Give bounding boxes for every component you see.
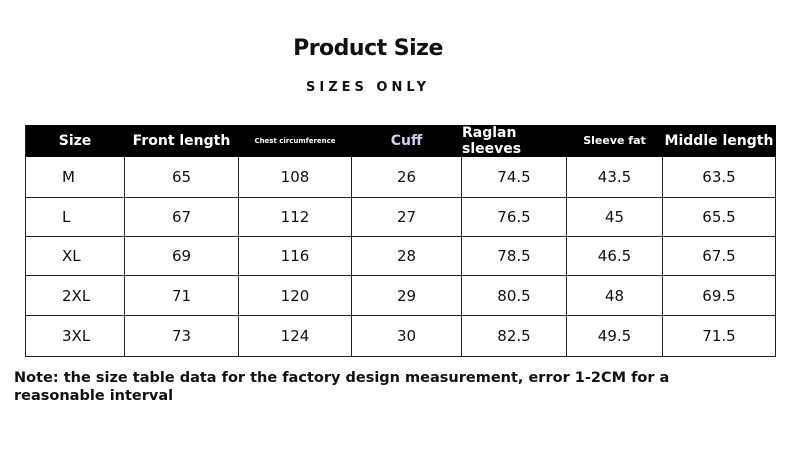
table-cell: 124 bbox=[239, 316, 352, 357]
table-cell: 71 bbox=[125, 276, 239, 316]
size-label: 2XL bbox=[25, 276, 125, 316]
subtitle: SIZES ONLY bbox=[306, 80, 430, 95]
table-cell: 116 bbox=[239, 237, 352, 276]
table-cell: 29 bbox=[352, 276, 462, 316]
table-cell: 74.5 bbox=[462, 157, 567, 198]
size-label: M bbox=[25, 157, 125, 198]
table-cell: 78.5 bbox=[462, 237, 567, 276]
title: Product Size bbox=[293, 36, 443, 61]
table-cell: 65 bbox=[125, 157, 239, 198]
size-label: XL bbox=[25, 237, 125, 276]
table-cell: 27 bbox=[352, 198, 462, 237]
table-cell: 82.5 bbox=[462, 316, 567, 357]
table-cell: 80.5 bbox=[462, 276, 567, 316]
table-cell: 73 bbox=[125, 316, 239, 357]
table-cell: 46.5 bbox=[567, 237, 663, 276]
size-label: L bbox=[25, 198, 125, 237]
column-header: Size bbox=[25, 125, 125, 157]
table-cell: 112 bbox=[239, 198, 352, 237]
table-cell: 67.5 bbox=[663, 237, 776, 276]
table-cell: 120 bbox=[239, 276, 352, 316]
note: Note: the size table data for the factor… bbox=[14, 370, 670, 404]
column-header: Cuff bbox=[352, 125, 462, 157]
table-cell: 67 bbox=[125, 198, 239, 237]
table-cell: 26 bbox=[352, 157, 462, 198]
column-header: Chest circumference bbox=[239, 125, 352, 157]
size-label: 3XL bbox=[25, 316, 125, 357]
column-header: Raglan sleeves bbox=[462, 125, 567, 157]
table-cell: 43.5 bbox=[567, 157, 663, 198]
table-cell: 69 bbox=[125, 237, 239, 276]
table-cell: 28 bbox=[352, 237, 462, 276]
column-header: Front length bbox=[125, 125, 239, 157]
table-cell: 76.5 bbox=[462, 198, 567, 237]
table-cell: 71.5 bbox=[663, 316, 776, 357]
table-cell: 108 bbox=[239, 157, 352, 198]
table-cell: 63.5 bbox=[663, 157, 776, 198]
table-cell: 69.5 bbox=[663, 276, 776, 316]
table-cell: 49.5 bbox=[567, 316, 663, 357]
table-cell: 30 bbox=[352, 316, 462, 357]
table-cell: 45 bbox=[567, 198, 663, 237]
column-header: Middle length bbox=[663, 125, 776, 157]
size-table: Size Front length Chest circumference Cuff R… bbox=[25, 125, 776, 357]
column-header: Sleeve fat bbox=[567, 125, 663, 157]
table-cell: 48 bbox=[567, 276, 663, 316]
table-cell: 65.5 bbox=[663, 198, 776, 237]
